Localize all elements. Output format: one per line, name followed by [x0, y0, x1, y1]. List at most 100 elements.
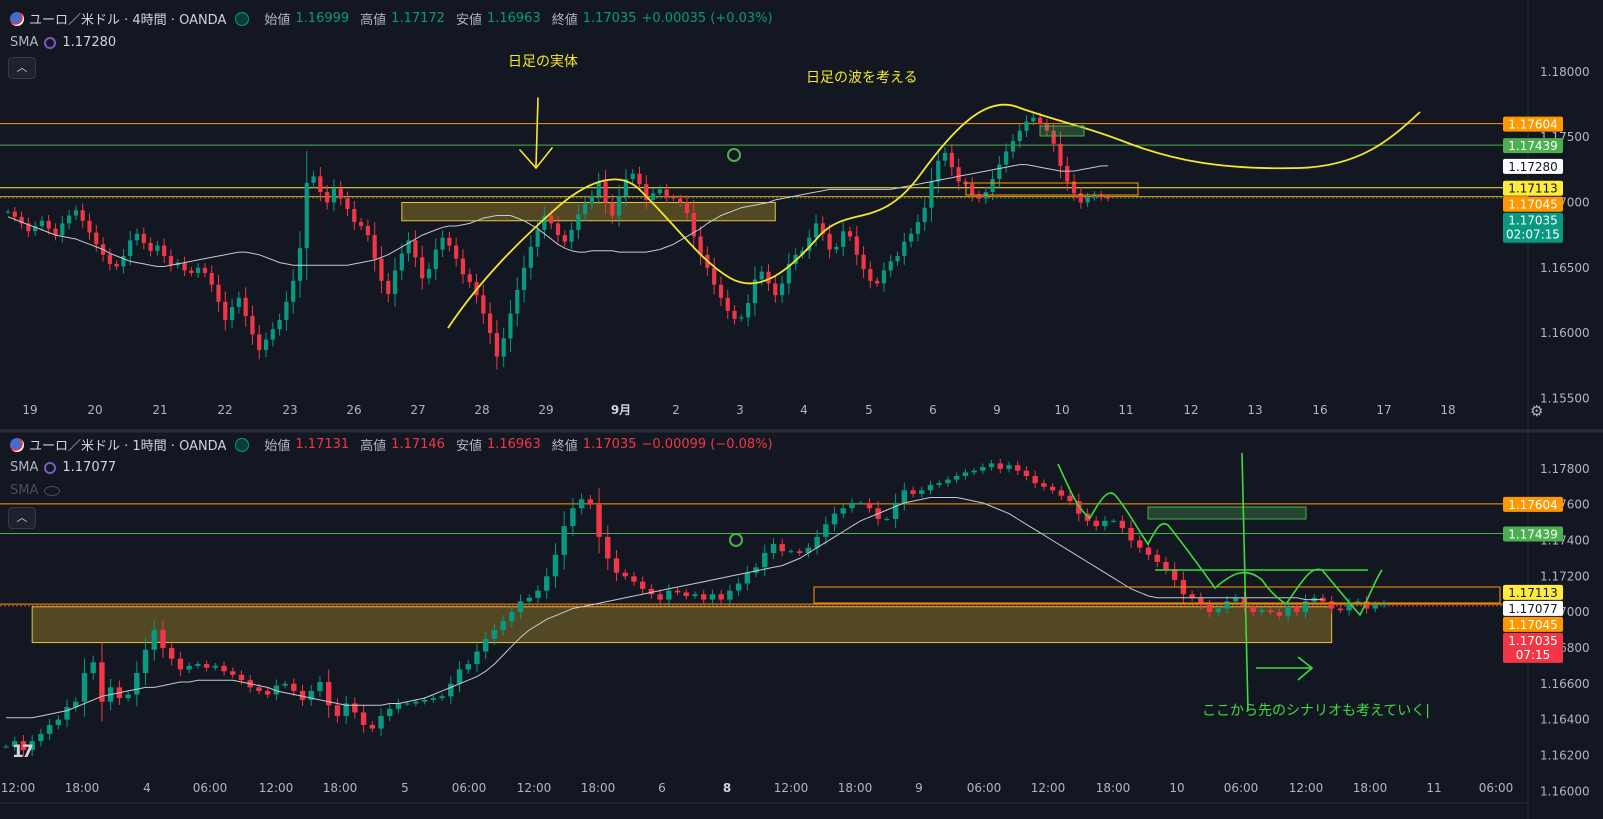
candle-body — [1024, 121, 1029, 131]
candle-body — [456, 669, 463, 684]
candle-body — [515, 289, 520, 314]
candle-body — [46, 724, 53, 734]
supply-demand-zone — [31, 606, 1333, 644]
candle-body — [90, 662, 96, 674]
candle-body — [73, 210, 79, 216]
candle-body — [753, 567, 759, 573]
candle-body — [189, 270, 194, 274]
candle-body — [936, 483, 942, 485]
candle-body — [587, 499, 594, 505]
candle-body — [1105, 197, 1111, 199]
candle-body — [20, 741, 27, 751]
candle-body — [168, 256, 174, 266]
candle-body — [895, 256, 900, 262]
candle-body — [338, 188, 343, 199]
y-tick-label: 1.15500 — [1540, 391, 1590, 405]
down-arrow-drawing — [519, 97, 553, 170]
candle-body — [299, 690, 306, 700]
candle-body — [121, 256, 126, 267]
price-label-box — [1503, 116, 1563, 132]
bottom-sma2-row[interactable]: SMA — [10, 483, 61, 498]
tradingview-logo-icon[interactable]: 17 — [12, 742, 34, 762]
candle-body — [1145, 547, 1152, 555]
candle-body — [945, 479, 951, 484]
candle-body — [544, 576, 550, 591]
x-tick-label: 4 — [143, 781, 151, 795]
price-label-text: 1.17113 — [1508, 586, 1558, 600]
alarm-clock-icon — [727, 148, 741, 162]
candle-body — [406, 240, 411, 254]
top-symbol-title[interactable]: ユーロ／米ドル · 4時間 · OANDA — [29, 13, 227, 28]
bottom-sma-row[interactable]: SMA 1.17077 — [10, 460, 116, 475]
high-label: 高値 — [360, 13, 387, 28]
price-label-text: 1.17604 — [1508, 118, 1558, 132]
eye-off-icon[interactable] — [44, 485, 61, 496]
candle-body — [413, 701, 419, 704]
price-label-text: 1.17280 — [1508, 160, 1558, 174]
candle-body — [881, 270, 887, 284]
market-status-icon[interactable] — [235, 437, 250, 452]
candle-body — [1250, 606, 1256, 613]
candle-body — [1119, 520, 1126, 528]
candle-body — [1032, 475, 1038, 484]
price-countdown-text: 02:07:15 — [1506, 228, 1560, 242]
top-collapse-button[interactable]: ︿ — [8, 57, 36, 79]
bottom-chart-pane[interactable]: 1.178001.176001.174001.172001.170001.168… — [0, 452, 1590, 798]
candle-body — [884, 518, 890, 520]
price-label-text: 1.17439 — [1508, 527, 1558, 541]
candle-body — [196, 267, 201, 274]
candle-body — [631, 576, 637, 582]
candle-body — [352, 703, 358, 713]
small-zone-box — [813, 586, 1501, 604]
candle-body — [718, 594, 724, 600]
top-chart-pane[interactable]: 1.180001.175001.170001.165001.160001.155… — [0, 54, 1590, 417]
candle-body — [1049, 486, 1056, 491]
candle-body — [949, 152, 954, 168]
candle-body — [501, 338, 506, 357]
candle-body — [963, 181, 968, 185]
top-sma-row[interactable]: SMA 1.17280 — [10, 35, 116, 50]
candle-body — [148, 242, 153, 251]
candle-body — [919, 490, 925, 494]
candle-body — [212, 665, 219, 668]
candle-body — [1058, 143, 1063, 166]
candle-body — [698, 236, 703, 255]
price-label-box — [1503, 138, 1563, 154]
candle-body — [762, 553, 768, 568]
candle-body — [674, 590, 681, 593]
price-label-text: 1.17439 — [1508, 139, 1558, 153]
candle-body — [922, 207, 927, 223]
candle-body — [542, 215, 547, 230]
candle-body — [169, 647, 175, 659]
market-status-icon[interactable] — [235, 11, 250, 26]
candle-body — [387, 708, 393, 717]
x-tick-label: 10 — [1054, 403, 1069, 417]
candle-body — [12, 211, 17, 217]
candle-body — [589, 195, 595, 204]
candle-body — [823, 524, 829, 537]
x-tick-label: 10 — [1169, 781, 1184, 795]
candle-body — [1285, 606, 1291, 616]
bottom-symbol-title[interactable]: ユーロ／米ドル · 1時間 · OANDA — [29, 439, 227, 454]
annotation-text: ここから先のシナリオも考えていく| — [1202, 703, 1430, 719]
candle-body — [421, 699, 428, 702]
candle-body — [1084, 513, 1091, 521]
candle-body — [786, 263, 791, 284]
candle-body — [238, 674, 245, 681]
candle-body — [1320, 597, 1326, 602]
candle-body — [875, 280, 880, 284]
candle-body — [325, 681, 332, 706]
candle-body — [430, 698, 437, 700]
high-label: 高値 — [360, 439, 387, 454]
gear-icon[interactable]: ⚙ — [1530, 402, 1544, 420]
bottom-collapse-button[interactable]: ︿ — [8, 507, 36, 529]
candle-body — [317, 681, 323, 691]
candle-body — [494, 333, 499, 357]
price-label-box — [1503, 196, 1563, 212]
x-tick-label: 4 — [800, 403, 808, 417]
candle-body — [1031, 117, 1036, 122]
x-tick-label: 06:00 — [1224, 781, 1259, 795]
x-tick-label: 11 — [1426, 781, 1441, 795]
candle-body — [46, 220, 51, 229]
